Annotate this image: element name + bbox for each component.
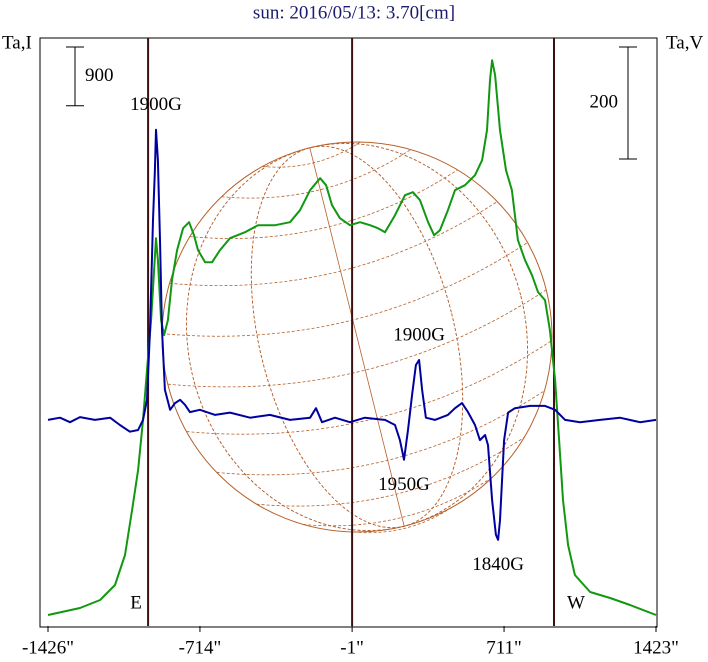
parallel <box>167 289 547 388</box>
y2-axis-label: Ta,V <box>666 32 703 53</box>
meridian <box>186 143 528 531</box>
annotation: 1900G <box>393 324 445 345</box>
x-tick-label: -714" <box>179 637 222 658</box>
series-line <box>47 59 657 616</box>
parallel <box>256 437 525 507</box>
parallel <box>353 507 452 534</box>
plot-frame <box>39 37 658 628</box>
annotation: 1950G <box>378 474 430 495</box>
marker-label: E <box>130 592 142 613</box>
chart-title: sun: 2016/05/13: 3.70[cm] <box>253 2 455 23</box>
scale-label: 900 <box>85 65 114 86</box>
x-tick-label: -1" <box>340 637 364 658</box>
marker-label: W <box>567 592 585 613</box>
parallel <box>262 141 361 168</box>
parallel <box>186 340 553 435</box>
parallel <box>169 201 498 287</box>
x-tick-label: -1426" <box>22 637 74 658</box>
x-tick-label: 711" <box>486 637 522 658</box>
scale-label: 200 <box>590 91 619 112</box>
parallel <box>189 169 458 239</box>
annotation: 1900G <box>130 94 182 115</box>
series-line <box>47 128 657 541</box>
parallel <box>216 390 545 476</box>
x-tick-label: 1423" <box>633 637 679 658</box>
y-axis-label: Ta,I <box>2 32 32 53</box>
annotation: 1840G <box>472 554 524 575</box>
